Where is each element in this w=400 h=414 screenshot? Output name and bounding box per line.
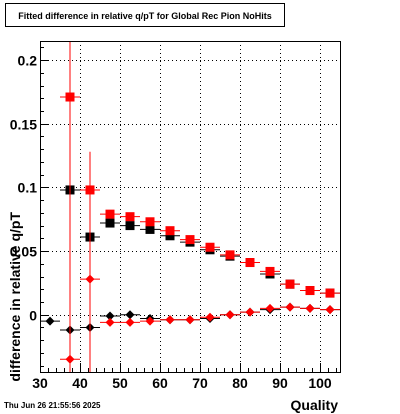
data-point-diamond	[205, 312, 215, 322]
data-point-square	[245, 258, 255, 268]
data-point-diamond	[145, 316, 155, 326]
data-point-square	[145, 217, 155, 227]
x-tick-label: 100	[308, 375, 332, 391]
x-tick-label: 30	[32, 375, 48, 391]
x-tick-label: 90	[272, 375, 288, 391]
data-point-square	[305, 286, 315, 296]
data-point-square	[145, 224, 155, 234]
y-tick-label: 0.05	[10, 244, 37, 260]
data-point-diamond	[325, 305, 335, 315]
data-point-square	[165, 231, 175, 241]
y-tick-label: 0.2	[18, 53, 38, 69]
data-point-square	[105, 209, 115, 219]
data-marks	[40, 41, 340, 372]
x-tick-label: 70	[192, 375, 208, 391]
axes: 30 40 50 60 70 80 90 100 0 0.05 0.1 0.15 0.2	[10, 47, 337, 391]
data-point-square	[165, 226, 175, 236]
data-point-diamond	[245, 307, 255, 317]
data-point-square	[205, 242, 215, 252]
data-point-square	[185, 235, 195, 245]
plot-frame	[40, 41, 341, 373]
x-tick-label: 40	[72, 375, 88, 391]
y-axis-title: difference in relative q/pT	[7, 212, 23, 382]
x-axis-title: Quality	[291, 397, 339, 413]
data-point-diamond	[285, 302, 295, 312]
data-point-diamond	[265, 303, 275, 313]
x-tick-label: 50	[112, 375, 128, 391]
date-stamp: Thu Jun 26 21:55:56 2025	[4, 401, 101, 410]
y-tick-label: 0.15	[10, 117, 37, 133]
data-point-diamond	[125, 317, 135, 327]
data-point-square	[125, 221, 135, 231]
data-point-diamond	[45, 316, 55, 326]
chart-title: Fitted difference in relative q/pT for G…	[18, 11, 272, 21]
data-point-diamond	[225, 310, 235, 320]
data-point-square	[325, 288, 335, 298]
y-tick-label: 0	[29, 308, 37, 324]
data-point-square	[105, 218, 115, 228]
data-point-diamond	[185, 315, 195, 325]
data-point-square	[265, 266, 275, 276]
data-point-diamond	[105, 317, 115, 327]
data-point-diamond	[305, 303, 315, 313]
data-point-diamond	[165, 315, 175, 325]
data-point-square	[225, 250, 235, 260]
data-point-diamond	[105, 311, 115, 321]
data-point-diamond	[125, 310, 135, 320]
data-point-square	[285, 279, 295, 289]
data-point-square	[125, 212, 135, 222]
data-point-diamond	[65, 354, 75, 364]
y-tick-label: 0.1	[18, 180, 38, 196]
x-tick-label: 80	[232, 375, 248, 391]
x-tick-label: 60	[152, 375, 168, 391]
data-point-diamond	[85, 274, 95, 284]
title-box	[5, 3, 285, 27]
